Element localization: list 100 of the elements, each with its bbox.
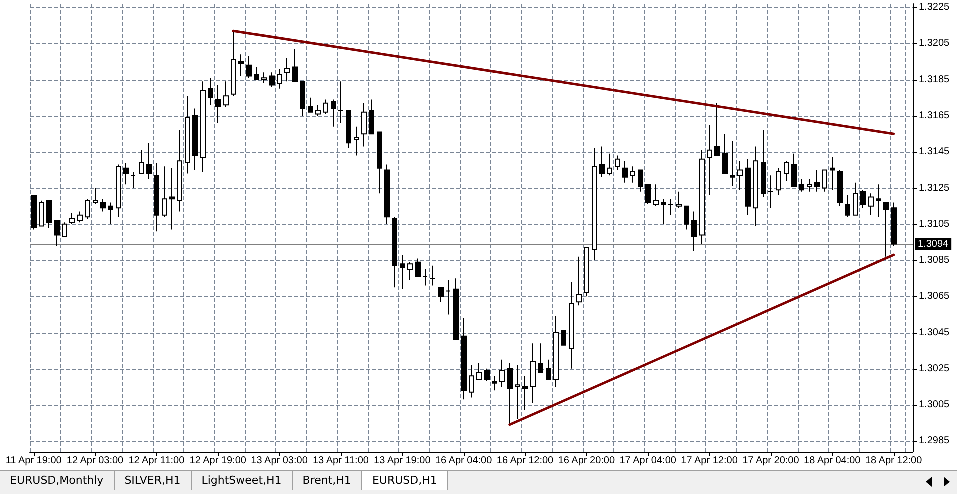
candlestick (46, 200, 52, 228)
candlestick (116, 164, 121, 218)
candlestick (860, 190, 866, 209)
candlestick (499, 359, 505, 388)
y-tick-label: 1.3185 (919, 74, 950, 86)
candlestick (845, 194, 850, 218)
candlestick (177, 130, 182, 212)
candlestick (615, 155, 620, 171)
candlestick (146, 142, 152, 180)
x-tick-label: 13 Apr 19:00 (374, 456, 432, 466)
candlestick (438, 287, 444, 303)
y-tick-label: 1.3005 (919, 400, 950, 411)
x-tick-label: 12 Apr 11:00 (128, 456, 186, 466)
candlestick (515, 364, 520, 420)
candlestick (607, 153, 612, 176)
candlestick (822, 170, 827, 192)
candlestick (315, 104, 321, 116)
candlestick (630, 166, 635, 184)
text: LightSweet,H1 (192, 471, 293, 490)
candlestick (93, 188, 98, 206)
candlestick (830, 157, 835, 191)
candlestick (308, 97, 313, 113)
x-tick-label: 16 Apr 20:00 (558, 456, 616, 466)
y-tick-label: 1.3125 (919, 182, 950, 194)
candlestick (123, 162, 129, 186)
candlestick (807, 178, 812, 192)
candlestick (891, 202, 897, 247)
candlestick (753, 146, 758, 227)
candlestick (185, 96, 190, 174)
candlestick (592, 148, 597, 262)
candlestick (492, 376, 497, 392)
candlestick (400, 254, 405, 290)
candlestick (883, 202, 889, 258)
candlestick (200, 81, 206, 172)
candlestick (192, 108, 198, 171)
candlestick (653, 184, 659, 207)
y-tick-label: 1.2985 (919, 436, 950, 447)
candlestick (369, 99, 374, 135)
x-tick-label: 16 Apr 12:00 (496, 456, 554, 466)
candlestick (707, 124, 712, 196)
candlestick (622, 160, 628, 184)
x-tick-label: 18 Apr 12:00 (865, 456, 923, 466)
candlestick (553, 316, 559, 388)
candlestick (54, 220, 60, 247)
candlestick (476, 362, 482, 380)
y-tick-label: 1.3205 (919, 38, 950, 50)
candlestick (331, 99, 336, 128)
candlestick (39, 200, 44, 227)
candlestick (791, 153, 797, 187)
candlestick (576, 256, 582, 306)
ref-line-label: 1.3094 (918, 238, 950, 250)
candlestick (162, 166, 167, 218)
x-tick-label: 12 Apr 03:00 (66, 456, 124, 466)
candlestick (684, 206, 689, 230)
text: Brent,H1 (292, 471, 362, 490)
candlestick (154, 162, 159, 232)
candlestick (361, 102, 367, 148)
candlestick (62, 222, 67, 238)
candlestick (676, 191, 682, 209)
candlestick (768, 175, 774, 209)
candlestick (837, 170, 843, 207)
candlestick (745, 158, 751, 216)
candlestick (223, 81, 229, 108)
candlestick (261, 72, 267, 84)
y-tick-label: 1.3165 (919, 110, 950, 122)
x-tick-label: 12 Apr 19:00 (190, 456, 247, 466)
candlestick (392, 216, 397, 288)
candlestick (208, 78, 213, 106)
candlestick (507, 362, 513, 426)
candlestick (31, 194, 37, 230)
candlestick (254, 66, 259, 80)
candlestick (722, 134, 728, 174)
candlestick (100, 198, 106, 212)
x-tick-label: 13 Apr 03:00 (251, 456, 308, 466)
x-tick-label: 18 Apr 04:00 (804, 456, 862, 466)
candlestick (469, 364, 474, 398)
text: EURUSD,Monthly (0, 471, 115, 490)
candlestick (384, 164, 390, 225)
candlestick (69, 213, 75, 225)
candlestick (638, 170, 643, 192)
candlestick (300, 81, 305, 116)
text: SILVER,H1 (114, 471, 192, 490)
candlestick (423, 269, 428, 286)
y-tick-label: 1.3085 (919, 255, 950, 266)
candlestick (131, 172, 136, 189)
candlestick (730, 140, 735, 187)
candlestick (215, 84, 221, 124)
candlestick (323, 99, 328, 115)
x-tick-label: 13 Apr 11:00 (312, 456, 370, 466)
candlestick (737, 160, 743, 191)
candlestick (108, 202, 113, 225)
candlestick (85, 198, 90, 220)
candlestick (346, 110, 351, 150)
candlestick (453, 278, 459, 340)
y-tick-label: 1.3025 (919, 363, 950, 374)
candlestick (246, 56, 252, 79)
candlestick (599, 146, 605, 178)
candlestick (169, 168, 175, 230)
y-tick-label: 1.3065 (919, 291, 950, 302)
x-tick-label: 17 Apr 20:00 (742, 456, 800, 466)
